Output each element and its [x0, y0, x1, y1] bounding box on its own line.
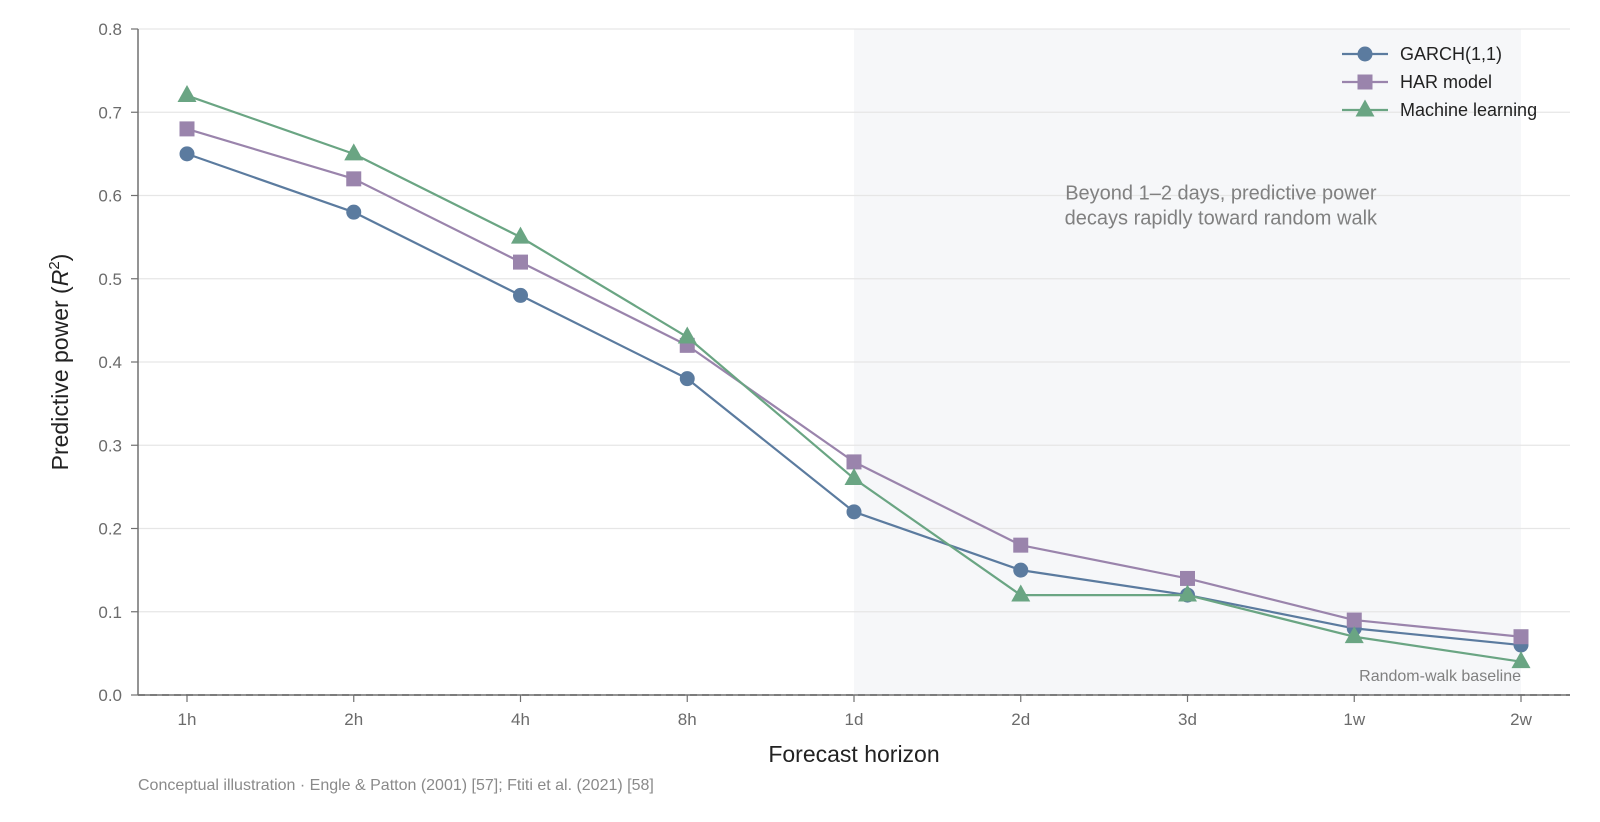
data-point [1346, 612, 1362, 628]
y-tick-label: 0.5 [98, 270, 122, 289]
legend-marker [1355, 99, 1375, 117]
data-point [1013, 562, 1029, 578]
legend-item: HAR model [1342, 72, 1492, 92]
caption: Conceptual illustration · Engle & Patton… [138, 777, 654, 794]
x-tick-label: 2w [1510, 710, 1532, 729]
annotation-line-1: Beyond 1–2 days, predictive power [1065, 183, 1377, 205]
data-point [344, 143, 364, 161]
x-tick-label: 1d [845, 710, 864, 729]
data-point [179, 146, 195, 162]
y-tick-label: 0.8 [98, 20, 122, 39]
x-tick-label: 2d [1011, 710, 1030, 729]
x-tick-label: 2h [344, 710, 363, 729]
data-point [179, 121, 195, 137]
data-point [511, 226, 530, 244]
legend: GARCH(1,1) HAR model Machine learning [1342, 44, 1537, 120]
legend-item: GARCH(1,1) [1342, 44, 1502, 64]
data-point [844, 468, 864, 486]
x-tick-label: 4h [511, 710, 530, 729]
x-tick-label: 1w [1343, 710, 1365, 729]
y-tick-label: 0.6 [98, 187, 122, 206]
data-point [679, 371, 695, 387]
data-point [177, 85, 197, 103]
annotation-line-2: decays rapidly toward random walk [1065, 208, 1378, 230]
data-point [513, 287, 528, 303]
data-point [1013, 537, 1029, 553]
legend-label: Machine learning [1400, 100, 1537, 120]
legend-item: Machine learning [1342, 99, 1537, 120]
y-tick-label: 0.2 [98, 520, 122, 539]
data-point [1511, 651, 1531, 669]
annotations: Beyond 1–2 days, predictive power decays… [1065, 183, 1521, 685]
baseline-label: Random-walk baseline [1359, 668, 1521, 685]
data-point [1011, 584, 1031, 602]
legend-marker [1357, 74, 1373, 90]
y-tick-label: 0.7 [98, 103, 122, 122]
y-tick-label: 0.0 [98, 686, 122, 705]
legend-label: HAR model [1400, 72, 1492, 92]
y-tick-label: 0.1 [98, 603, 122, 622]
data-point [677, 326, 697, 344]
series-machine-learning [177, 85, 1531, 669]
data-point [346, 171, 362, 187]
data-point [1513, 629, 1529, 645]
data-point [513, 254, 528, 270]
y-tick-label: 0.3 [98, 436, 122, 455]
x-tick-label: 1h [178, 710, 197, 729]
legend-marker [1357, 46, 1373, 62]
y-axis-title: Predictive power (R2) [46, 254, 73, 471]
y-tick-label: 0.4 [98, 353, 122, 372]
data-point [846, 454, 862, 470]
data-point [1344, 626, 1364, 644]
axes: 0.0 0.1 0.2 0.3 0.4 0.5 0.6 0.7 0.8 1h 2h 4h 8h 1d 2d 3… [98, 20, 1570, 729]
x-tick-label: 3d [1178, 710, 1197, 729]
legend-label: GARCH(1,1) [1400, 44, 1502, 64]
x-tick-label: 8h [678, 710, 697, 729]
x-axis-title: Forecast horizon [768, 741, 939, 767]
series-layer [177, 85, 1531, 669]
data-point [1180, 570, 1195, 586]
data-point [846, 504, 862, 520]
data-point [346, 204, 362, 220]
data-point [1178, 584, 1197, 602]
